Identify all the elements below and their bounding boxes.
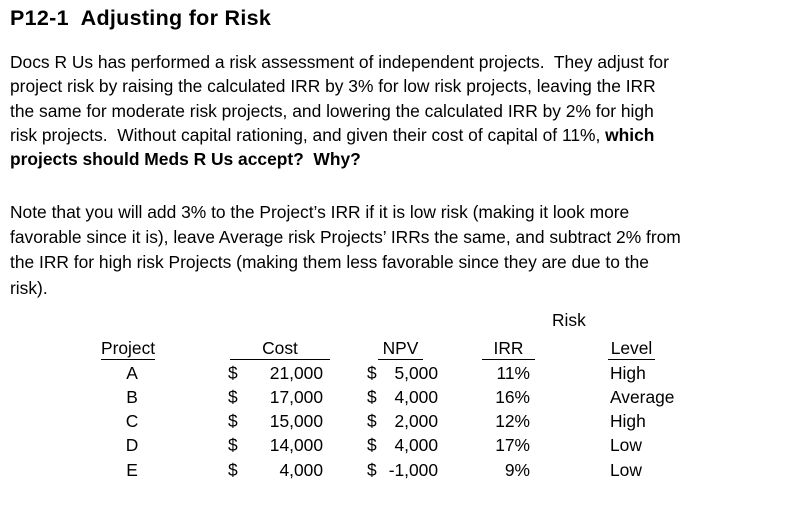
text-line: project risk by raising the calculated I… [10,74,802,98]
currency-symbol: $ [367,411,377,432]
cell-cost: $21,000 [228,363,323,387]
currency-symbol: $ [367,459,377,480]
text-line: the IRR for high risk Projects (making t… [10,250,802,275]
cell-project: B [102,387,162,411]
cost-amount: 4,000 [279,459,323,480]
text-line: Note that you will add 3% to the Project… [10,200,802,225]
project-id: A [126,362,138,383]
currency-symbol: $ [367,435,377,456]
currency-symbol: $ [228,411,238,432]
risk-level-value: High [610,411,646,432]
currency-symbol: $ [228,435,238,456]
risk-level-value: High [610,362,646,383]
cell-project: A [102,363,162,387]
cell-risk-level: High [610,411,740,435]
cell-npv: $5,000 [367,363,438,387]
currency-symbol: $ [367,386,377,407]
risk-group-label: Risk [552,310,586,330]
column-header-level: Level [608,338,655,360]
text-line: the same for moderate risk projects, and… [10,99,802,123]
text-segment: favorable since it is), leave Average ri… [10,227,681,248]
cell-irr: 17% [470,435,530,459]
text-segment: risk). [10,277,48,298]
column-header-irr: IRR [482,338,535,360]
text-segment: the IRR for high risk Projects (making t… [10,252,649,273]
text-segment: the same for moderate risk projects, and… [10,100,654,121]
text-segment: Docs R Us has performed a risk assessmen… [10,52,669,72]
text-line: projects should Meds R Us accept? Why? [10,147,802,171]
cell-irr: 9% [470,460,530,484]
cell-cost: $17,000 [228,387,323,411]
bold-text-segment: which [605,124,655,145]
cost-amount: 17,000 [269,386,323,407]
risk-level-value: Low [610,459,642,480]
irr-value: 12% [495,411,530,432]
cell-project: D [102,435,162,459]
risk-level-value: Low [610,435,642,456]
npv-amount: 4,000 [394,386,438,407]
currency-symbol: $ [228,459,238,480]
cell-risk-level: Average [610,387,740,411]
cell-project: C [102,411,162,435]
cell-risk-level: High [610,363,740,387]
cell-npv: $4,000 [367,435,438,459]
cell-cost: $4,000 [228,460,323,484]
text-line: Docs R Us has performed a risk assessmen… [10,50,802,74]
project-id: B [126,386,138,407]
irr-value: 9% [504,459,530,480]
npv-amount: 2,000 [394,411,438,432]
note-paragraph: Note that you will add 3% to the Project… [10,200,802,301]
column-header-project: Project [101,338,156,360]
cell-cost: $15,000 [228,411,323,435]
project-id: C [125,411,139,432]
column-header-npv: NPV [378,338,423,360]
project-id: E [126,459,138,480]
npv-amount: 5,000 [394,362,438,383]
currency-symbol: $ [367,362,377,383]
cell-irr: 11% [470,363,530,387]
cost-amount: 21,000 [269,362,323,383]
text-line: favorable since it is), leave Average ri… [10,225,802,250]
text-segment: risk projects. Without capital rationing… [10,124,606,145]
problem-title: P12-1 Adjusting for Risk [10,6,272,30]
irr-value: 11% [496,362,530,383]
cell-npv: $4,000 [367,387,438,411]
cell-cost: $14,000 [228,435,323,459]
problem-statement: Docs R Us has performed a risk assessmen… [10,50,802,171]
cell-project: E [102,460,162,484]
irr-value: 16% [495,386,530,407]
text-segment: Note that you will add 3% to the Project… [10,202,630,222]
text-segment: project risk by raising the calculated I… [10,76,656,97]
npv-amount: 4,000 [394,435,438,456]
project-id: D [125,435,139,456]
risk-level-value: Average [610,386,675,407]
cell-irr: 12% [470,411,530,435]
irr-value: 17% [495,435,530,456]
cost-amount: 14,000 [269,435,323,456]
column-header-cost: Cost [230,338,330,360]
currency-symbol: $ [228,362,238,383]
currency-symbol: $ [228,386,238,407]
cell-npv: $2,000 [367,411,438,435]
cell-risk-level: Low [610,460,740,484]
text-line: risk). [10,276,802,301]
bold-text-segment: projects should Meds R Us accept? Why? [10,149,361,170]
cell-risk-level: Low [610,435,740,459]
cost-amount: 15,000 [269,411,323,432]
cell-npv: $ -1,000 [367,460,438,484]
cell-irr: 16% [470,387,530,411]
text-line: risk projects. Without capital rationing… [10,123,802,147]
npv-amount: -1,000 [388,459,438,480]
